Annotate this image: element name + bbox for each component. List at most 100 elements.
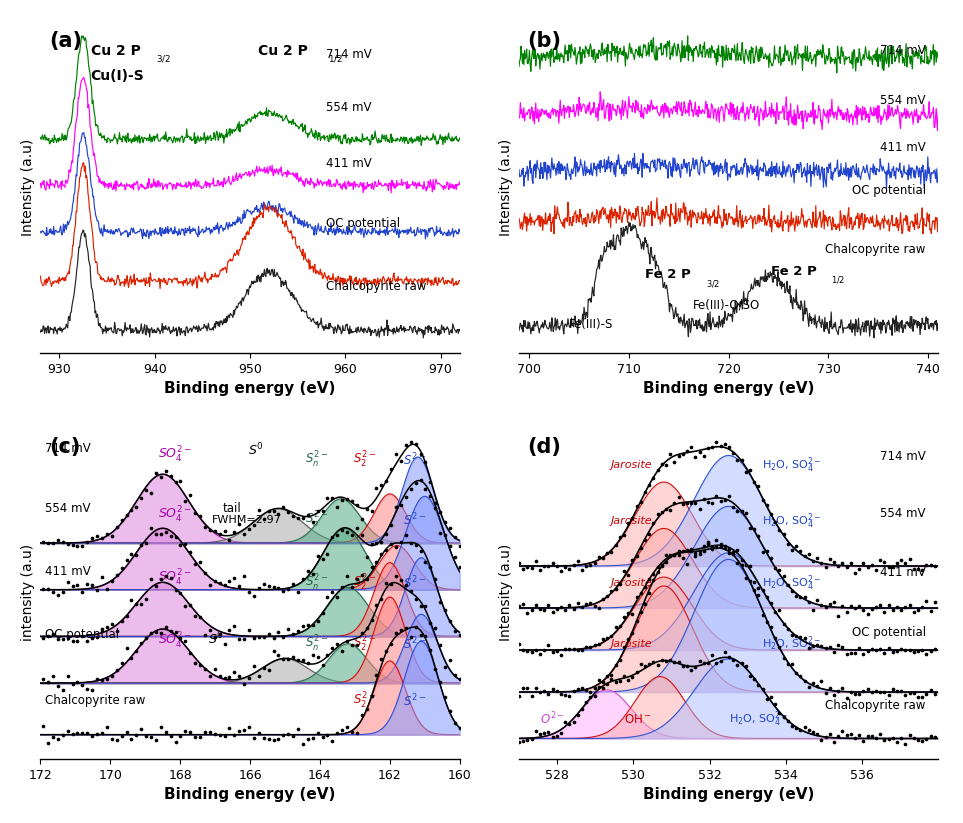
Point <box>885 732 900 745</box>
Point <box>566 684 582 697</box>
Point <box>776 528 792 541</box>
Point <box>354 627 370 640</box>
Point <box>709 489 724 502</box>
Point <box>221 670 237 683</box>
Point <box>700 536 716 549</box>
Point <box>168 476 183 489</box>
Point <box>442 653 457 667</box>
Point <box>700 537 716 551</box>
Point <box>776 570 792 583</box>
Point <box>432 526 448 539</box>
Text: Chalcopyrite raw: Chalcopyrite raw <box>44 695 145 707</box>
Text: $S_n^{2-}$: $S_n^{2-}$ <box>304 509 327 530</box>
Point <box>818 731 833 744</box>
Point <box>856 648 872 661</box>
Point <box>801 681 817 694</box>
Point <box>94 531 110 544</box>
Point <box>793 545 808 558</box>
Point <box>856 684 872 697</box>
Point <box>60 631 75 644</box>
Point <box>654 458 669 471</box>
Point <box>666 655 682 668</box>
Point <box>320 649 335 662</box>
Point <box>717 438 733 451</box>
Point <box>188 507 203 520</box>
Point <box>231 670 247 683</box>
Point <box>810 639 825 652</box>
Point <box>876 647 892 660</box>
Point <box>437 690 453 704</box>
Text: OC potential: OC potential <box>44 628 118 641</box>
Point <box>344 581 359 594</box>
Point <box>780 658 795 671</box>
Point <box>533 564 548 577</box>
Point <box>675 659 690 672</box>
Point <box>679 659 694 672</box>
Point <box>329 590 345 603</box>
Point <box>398 439 413 452</box>
Point <box>721 542 737 556</box>
Point <box>423 644 438 657</box>
Point <box>889 735 904 748</box>
Point <box>671 549 687 562</box>
Point <box>591 681 607 694</box>
Point <box>515 562 531 575</box>
Point <box>300 732 316 746</box>
Point <box>183 725 198 738</box>
Point <box>835 682 850 695</box>
Point <box>334 523 350 537</box>
Point <box>738 465 753 478</box>
Point <box>40 630 56 643</box>
Point <box>437 515 453 528</box>
Point <box>847 647 863 660</box>
Point <box>413 448 429 461</box>
Point <box>566 559 582 572</box>
Point <box>197 566 213 579</box>
Point <box>256 661 272 674</box>
Point <box>143 486 159 500</box>
Text: 554 mV: 554 mV <box>880 507 925 519</box>
Point <box>217 524 232 537</box>
Text: H$_2$O, SO$_4^{2-}$: H$_2$O, SO$_4^{2-}$ <box>762 573 821 593</box>
Point <box>383 577 399 590</box>
Text: $SO_4^{2-}$: $SO_4^{2-}$ <box>158 445 192 465</box>
Point <box>721 546 737 560</box>
Point <box>261 504 276 518</box>
Point <box>177 600 193 613</box>
Text: H$_2$O, SO$_4^{2-}$: H$_2$O, SO$_4^{2-}$ <box>762 635 821 654</box>
Point <box>50 632 65 645</box>
Point <box>275 728 291 742</box>
Point <box>75 679 91 692</box>
Point <box>221 623 237 636</box>
Point <box>231 579 247 593</box>
Point <box>290 723 305 736</box>
Point <box>540 598 556 611</box>
Point <box>418 482 433 495</box>
Point <box>843 686 858 699</box>
Point <box>919 687 934 700</box>
Point <box>114 657 129 670</box>
Point <box>810 679 825 692</box>
Point <box>776 617 792 630</box>
Point <box>734 504 749 517</box>
Point <box>650 463 665 477</box>
Point <box>789 667 804 680</box>
Point <box>919 558 934 571</box>
Point <box>350 639 365 652</box>
Point <box>533 603 548 616</box>
Point <box>847 731 863 744</box>
Point <box>771 640 787 653</box>
Point <box>856 734 872 747</box>
Point <box>413 599 429 612</box>
Point <box>533 648 548 661</box>
Point <box>310 549 325 562</box>
Point <box>285 577 300 590</box>
Point <box>869 564 884 577</box>
Point <box>604 584 619 597</box>
Point <box>85 579 100 592</box>
Point <box>80 578 95 591</box>
Point <box>280 582 296 595</box>
Text: H$_2$O, SO$_4^{2-}$: H$_2$O, SO$_4^{2-}$ <box>762 512 821 531</box>
Point <box>290 625 305 638</box>
Point <box>123 593 139 607</box>
